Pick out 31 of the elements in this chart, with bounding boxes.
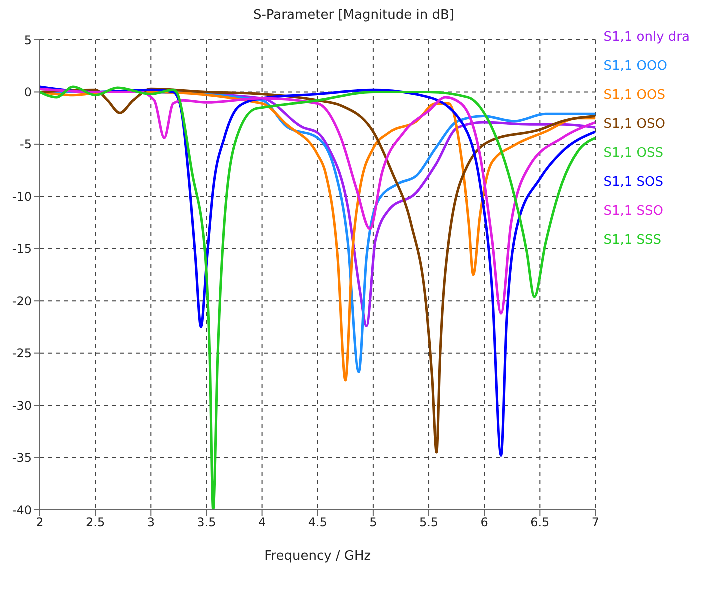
x-tick-label: 5 [370,516,378,530]
y-tick-label: -10 [12,190,32,204]
x-tick-label: 6 [480,516,488,530]
y-tick-label: -15 [12,242,32,256]
y-tick-label: 0 [24,85,32,100]
legend-label: S1,1 OSS [604,146,665,161]
x-tick-label: 2.5 [86,516,106,530]
series-label: S1,1 OOS [604,88,667,103]
x-tick-label: 3.5 [197,516,216,530]
x-axis-title: Frequency / GHz [264,549,372,564]
text: S1,1 SSO [604,204,665,219]
series-label: S1,1 OSO [604,117,667,132]
y-tick-label: -20 [12,294,32,308]
text: S1,1 SOS [604,175,665,190]
x-tick-label: 3 [147,516,155,530]
x-tick-label: 5.5 [419,516,439,530]
y-tick-label: 5 [24,33,32,48]
text: S1,1 OOO [604,59,668,74]
y-tick-label: -5 [20,138,32,152]
x-tick-label: 2 [36,516,44,530]
text: S1,1 only dra [604,30,690,45]
y-tick-label: -40 [12,503,32,518]
y-tick-label: -30 [12,398,32,413]
x-tick-label: 4 [258,516,266,530]
chart-title: S-Parameter [Magnitude in dB] [252,8,456,25]
text: S1,1 SSS [604,233,663,248]
x-tick-label: 7 [592,516,600,530]
y-tick-label: -35 [12,451,32,466]
x-tick-label: 6.5 [530,516,550,530]
x-tick-label: 4.5 [308,516,328,530]
y-tick-label: -25 [12,346,32,361]
